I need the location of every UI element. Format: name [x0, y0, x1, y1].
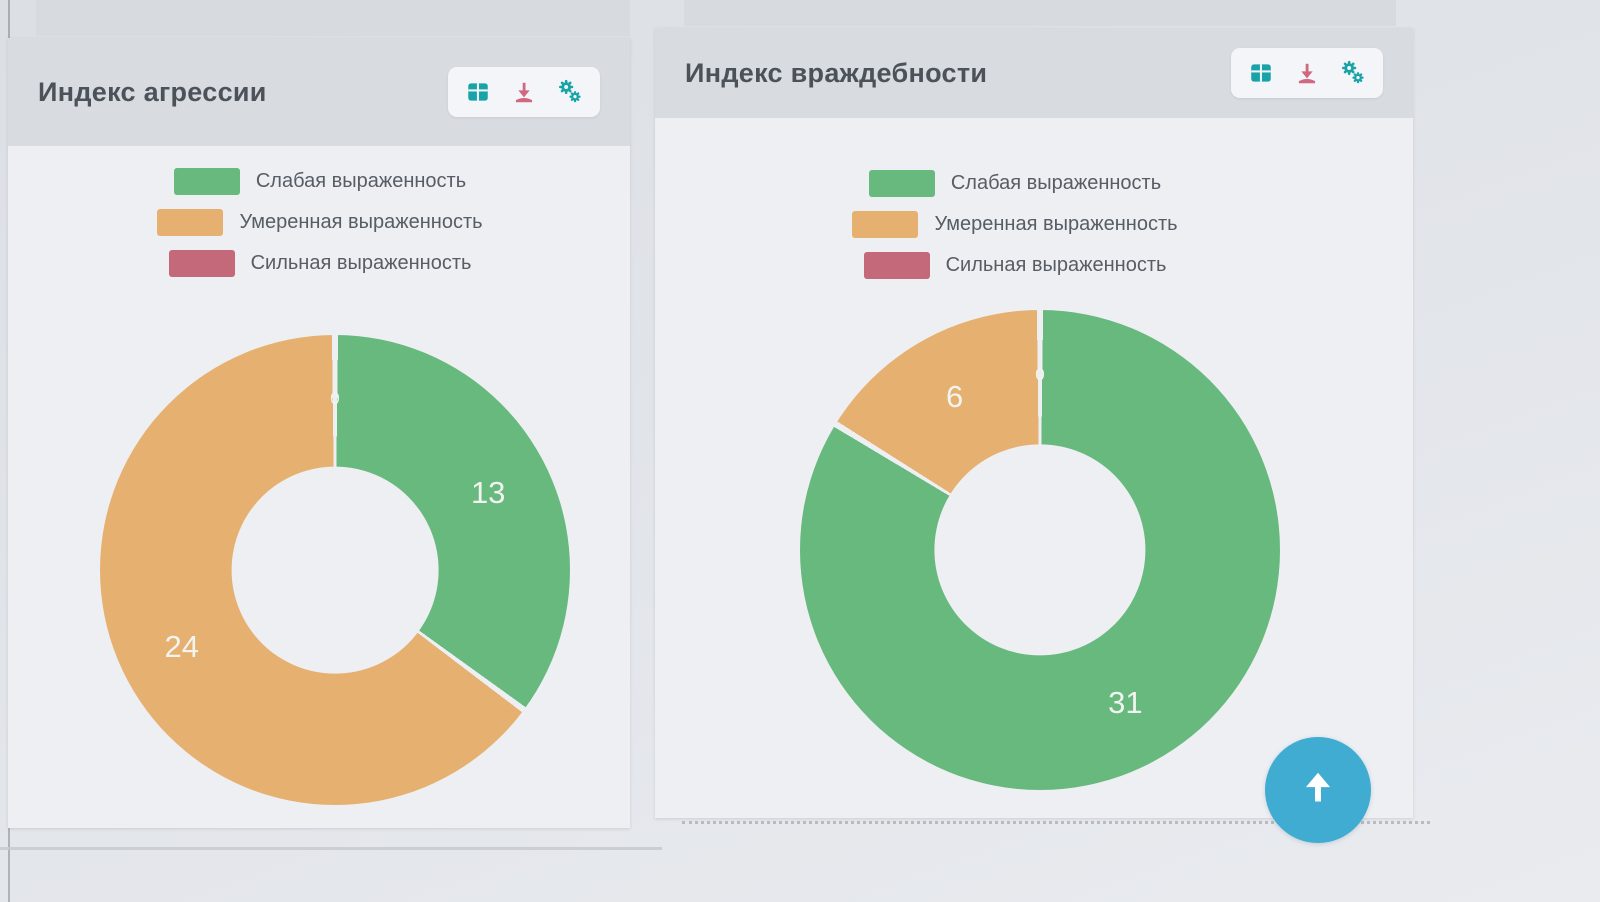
slice-value-label: 31 — [1108, 685, 1143, 720]
panel-bottom-dotted-line — [682, 821, 1430, 824]
legend-item-weak[interactable]: Слабая выраженность — [173, 168, 467, 195]
cutoff-panel-above-right — [684, 0, 1396, 26]
download-button[interactable] — [506, 72, 542, 112]
legend-item-strong[interactable]: Сильная выраженность — [168, 250, 472, 277]
legend-swatch-green — [173, 168, 240, 195]
chart-toolbar — [448, 67, 600, 117]
cutoff-panel-above-left — [36, 0, 630, 36]
settings-button[interactable] — [552, 72, 588, 112]
chart-title: Индекс враждебности — [685, 57, 988, 88]
legend-label: Сильная выраженность — [945, 254, 1167, 276]
slice-value-label: 24 — [164, 629, 200, 665]
legend-item-moderate[interactable]: Умеренная выраженность — [157, 209, 483, 236]
hostility-index-panel: Индекс враждебности — [655, 28, 1413, 818]
panel-header: Индекс агрессии — [8, 38, 630, 146]
table-icon — [1251, 64, 1271, 82]
table-icon — [468, 83, 488, 101]
aggression-donut-chart[interactable]: 13 24 0 — [100, 335, 570, 805]
legend-label: Умеренная выраженность — [934, 213, 1178, 235]
hostility-donut-chart[interactable]: 31 6 0 — [800, 310, 1280, 790]
settings-gears-icon — [559, 79, 581, 103]
legend-swatch-red — [863, 252, 930, 279]
legend-item-weak[interactable]: Слабая выраженность — [868, 170, 1162, 197]
chart-legend: Слабая выраженность Умеренная выраженнос… — [775, 170, 1255, 279]
legend-item-strong[interactable]: Сильная выраженность — [863, 252, 1167, 279]
download-icon — [1298, 63, 1316, 84]
chart-title: Индекс агрессии — [38, 76, 267, 107]
legend-label: Умеренная выраженность — [239, 211, 483, 233]
slice-value-label: 13 — [470, 474, 506, 510]
underlying-table-line — [0, 847, 662, 850]
slice-value-label: 0 — [1035, 364, 1045, 384]
legend-swatch-green — [868, 170, 935, 197]
chart-toolbar — [1231, 48, 1383, 98]
download-button[interactable] — [1289, 53, 1325, 93]
settings-gears-icon — [1342, 60, 1364, 84]
legend-swatch-orange — [852, 211, 919, 238]
aggression-index-panel: Индекс агрессии — [8, 38, 630, 828]
slice-value-label: 0 — [330, 388, 340, 408]
legend-swatch-red — [168, 250, 235, 277]
panel-header: Индекс враждебности — [655, 28, 1413, 118]
legend-label: Сильная выраженность — [250, 252, 472, 274]
legend-label: Слабая выраженность — [950, 172, 1162, 194]
settings-button[interactable] — [1335, 53, 1371, 93]
table-view-button[interactable] — [1243, 53, 1279, 93]
scroll-to-top-button[interactable] — [1265, 737, 1371, 843]
chart-legend: Слабая выраженность Умеренная выраженнос… — [85, 168, 555, 277]
legend-item-moderate[interactable]: Умеренная выраженность — [852, 211, 1178, 238]
arrow-up-icon — [1305, 772, 1331, 802]
legend-label: Слабая выраженность — [255, 170, 467, 192]
legend-swatch-orange — [157, 209, 224, 236]
download-icon — [515, 82, 533, 103]
table-view-button[interactable] — [460, 72, 496, 112]
slice-value-label: 6 — [945, 379, 964, 414]
